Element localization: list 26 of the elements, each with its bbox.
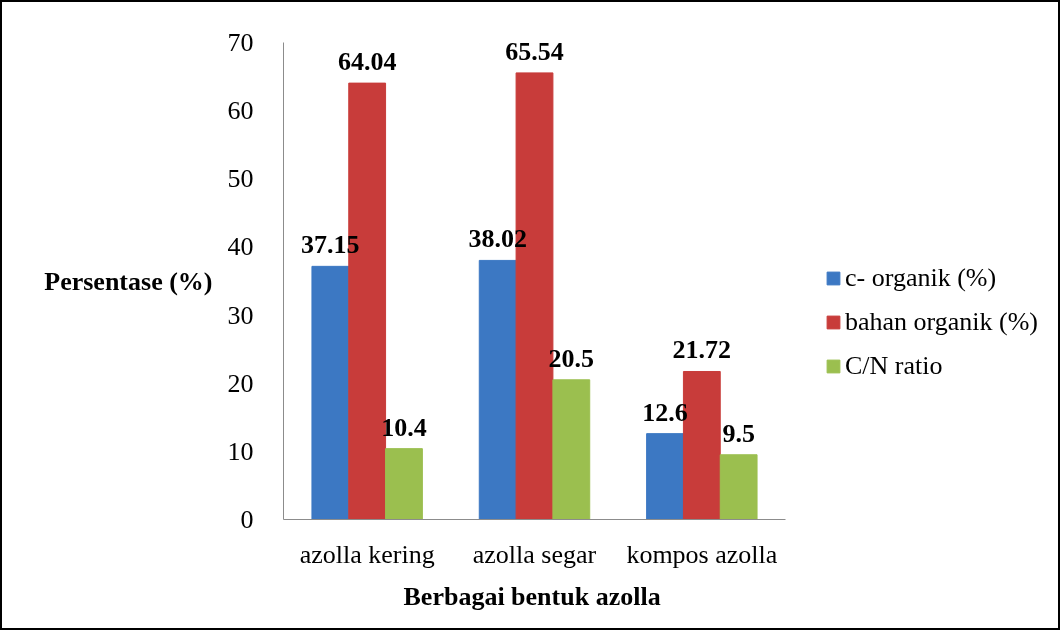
x-tick-label: azolla segar [472,539,597,569]
bar [552,379,591,520]
data-label: 9.5 [722,418,755,448]
y-tick-label: 40 [227,232,254,262]
x-axis-title: Berbagai bentuk azolla [403,581,661,611]
y-tick-label: 10 [227,436,254,466]
y-tick-label: 60 [227,96,254,126]
y-tick-label: 20 [227,368,254,398]
bar [385,448,423,520]
y-tick-label: 0 [240,505,254,534]
legend-label: bahan organik (%) [845,307,1039,337]
bar [646,433,684,520]
bar [719,454,758,520]
y-tick-label: 50 [227,164,254,194]
legend-label: c- organik (%) [845,263,997,293]
y-axis-title: Persentase (%) [44,266,213,296]
data-label: 64.04 [337,47,397,77]
legend-label: C/N ratio [845,351,943,381]
data-label: 21.72 [672,335,732,365]
data-label: 65.54 [505,36,564,66]
x-tick-label: kompos azolla [626,539,778,569]
bar [311,265,350,520]
y-tick-label: 30 [227,300,254,330]
bar [478,259,517,520]
y-tick-label: 70 [227,28,254,57]
x-tick-label: azolla kering [299,539,435,569]
